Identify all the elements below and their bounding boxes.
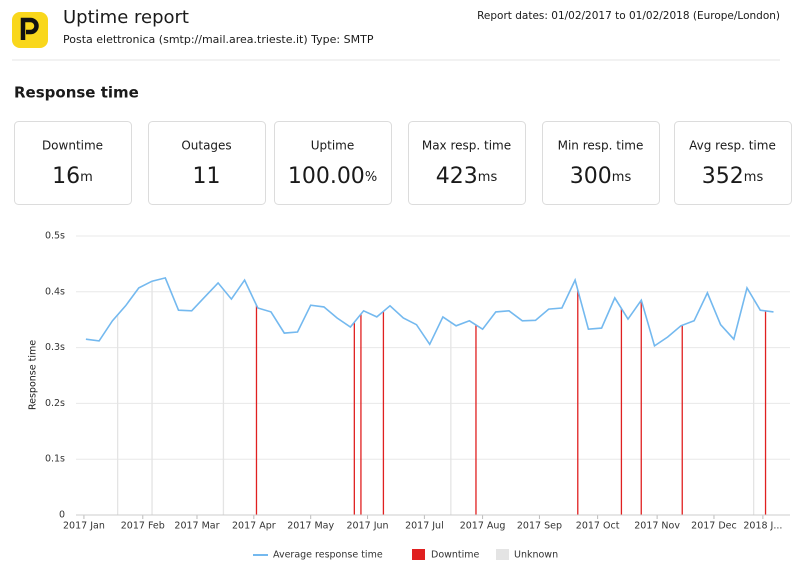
- y-tick-label: 0: [59, 510, 65, 521]
- report-dates: Report dates: 01/02/2017 to 01/02/2018 (…: [477, 10, 780, 22]
- x-tick-label: 2018 J...: [743, 521, 782, 532]
- stat-value: 300ms: [570, 164, 632, 189]
- stat-unit: m: [80, 170, 93, 185]
- stat-label: Max resp. time: [422, 139, 511, 153]
- stat-number: 16: [52, 164, 80, 189]
- stat-value: 16m: [52, 164, 93, 189]
- x-tick-label: 2017 Jan: [63, 521, 105, 532]
- stat-label: Downtime: [42, 139, 103, 153]
- x-tick-label: 2017 Oct: [576, 521, 620, 532]
- stat-number: 352: [702, 164, 744, 189]
- stat-value: 100.00%: [288, 164, 377, 189]
- x-tick-label: 2017 Sep: [517, 521, 562, 532]
- y-axis-title: Response time: [28, 340, 39, 410]
- legend-label: Downtime: [431, 550, 480, 561]
- stat-unit: ms: [744, 170, 764, 185]
- response-line: [85, 276, 774, 348]
- stat-card: [542, 121, 660, 205]
- x-tick-label: 2017 Feb: [121, 521, 165, 532]
- stat-label: Uptime: [311, 139, 355, 153]
- legend-swatch: [496, 549, 509, 560]
- logo-glyph: [20, 17, 39, 40]
- section-title: Response time: [14, 84, 139, 102]
- x-tick-label: 2017 Nov: [634, 521, 680, 532]
- stat-unit: %: [365, 170, 377, 185]
- y-tick-label: 0.4s: [45, 286, 65, 297]
- y-tick-label: 0.3s: [45, 342, 65, 353]
- stat-number: 300: [570, 164, 612, 189]
- y-tick-label: 0.1s: [45, 454, 65, 465]
- stat-label: Outages: [181, 139, 231, 153]
- stat-unit: ms: [478, 170, 498, 185]
- stat-card: [408, 121, 526, 205]
- subtitle: Posta elettronica (smtp://mail.area.trie…: [63, 33, 374, 46]
- stat-card: [14, 121, 132, 205]
- x-tick-label: 2017 Mar: [174, 521, 219, 532]
- y-tick-label: 0.2s: [45, 398, 65, 409]
- stat-number: 423: [436, 164, 478, 189]
- legend-label: Average response time: [273, 550, 383, 561]
- stat-value: 352ms: [702, 164, 764, 189]
- legend-swatch: [412, 549, 425, 560]
- x-tick-label: 2017 Jul: [405, 521, 444, 532]
- stat-number: 100.00: [288, 164, 365, 189]
- title: Uptime report: [63, 7, 189, 28]
- stat-value: 11: [193, 164, 221, 189]
- x-tick-label: 2017 May: [287, 521, 334, 532]
- x-tick-label: 2017 Apr: [232, 521, 276, 532]
- stat-card: [674, 121, 792, 205]
- x-tick-label: 2017 Aug: [460, 521, 506, 532]
- stat-card: [148, 121, 266, 205]
- stat-number: 11: [193, 164, 221, 189]
- stat-label: Min resp. time: [558, 139, 644, 153]
- stat-unit: ms: [612, 170, 632, 185]
- x-tick-label: 2017 Jun: [347, 521, 389, 532]
- y-tick-label: 0.5s: [45, 231, 65, 242]
- legend-label: Unknown: [514, 550, 558, 561]
- stat-value: 423ms: [436, 164, 498, 189]
- stat-label: Avg resp. time: [689, 139, 776, 153]
- stat-card: [274, 121, 392, 205]
- x-tick-label: 2017 Dec: [691, 521, 737, 532]
